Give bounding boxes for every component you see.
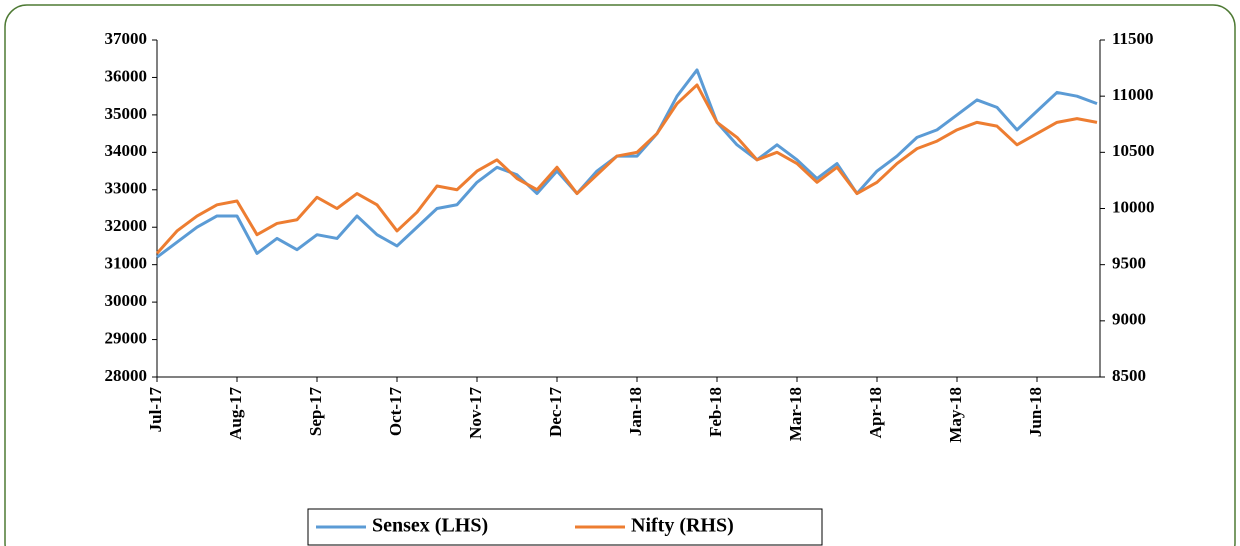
x-tick-label: Oct-17 [386, 387, 405, 437]
x-tick-label: Jan-18 [626, 387, 645, 436]
y-tick-label: 35000 [105, 104, 148, 123]
x-tick-label: Apr-18 [866, 387, 885, 438]
legend-label: Nifty (RHS) [631, 515, 734, 537]
y-tick-label: 31000 [105, 254, 148, 273]
legend-label: Sensex (LHS) [372, 515, 488, 537]
y2-tick-label: 8500 [1112, 366, 1146, 385]
x-tick-label: Jul-17 [146, 387, 165, 433]
y-tick-label: 37000 [105, 29, 148, 48]
y2-tick-label: 9000 [1112, 310, 1146, 329]
y2-tick-label: 9500 [1112, 254, 1146, 273]
y2-tick-label: 11500 [1112, 29, 1154, 48]
y-tick-label: 29000 [105, 328, 148, 347]
x-tick-label: Mar-18 [786, 387, 805, 441]
x-tick-label: Sep-17 [306, 387, 325, 437]
y-tick-label: 32000 [105, 216, 148, 235]
y-tick-label: 28000 [105, 366, 148, 385]
y2-tick-label: 10500 [1112, 141, 1155, 160]
y-tick-label: 36000 [105, 66, 148, 85]
y-tick-label: 30000 [105, 291, 148, 310]
x-tick-label: May-18 [946, 387, 965, 443]
x-tick-label: Dec-17 [546, 387, 565, 438]
x-tick-label: Nov-17 [466, 387, 485, 439]
x-tick-label: Feb-18 [706, 387, 725, 437]
y-tick-label: 33000 [105, 179, 148, 198]
y2-tick-label: 10000 [1112, 197, 1155, 216]
series-line [155, 83, 1098, 255]
y2-tick-label: 11000 [1112, 85, 1154, 104]
x-tick-label: Jun-18 [1026, 387, 1045, 437]
series-line [156, 68, 1098, 259]
x-tick-label: Aug-17 [226, 387, 245, 440]
y-tick-label: 34000 [105, 141, 148, 160]
frame [4, 4, 1236, 546]
legend-box [307, 508, 823, 546]
